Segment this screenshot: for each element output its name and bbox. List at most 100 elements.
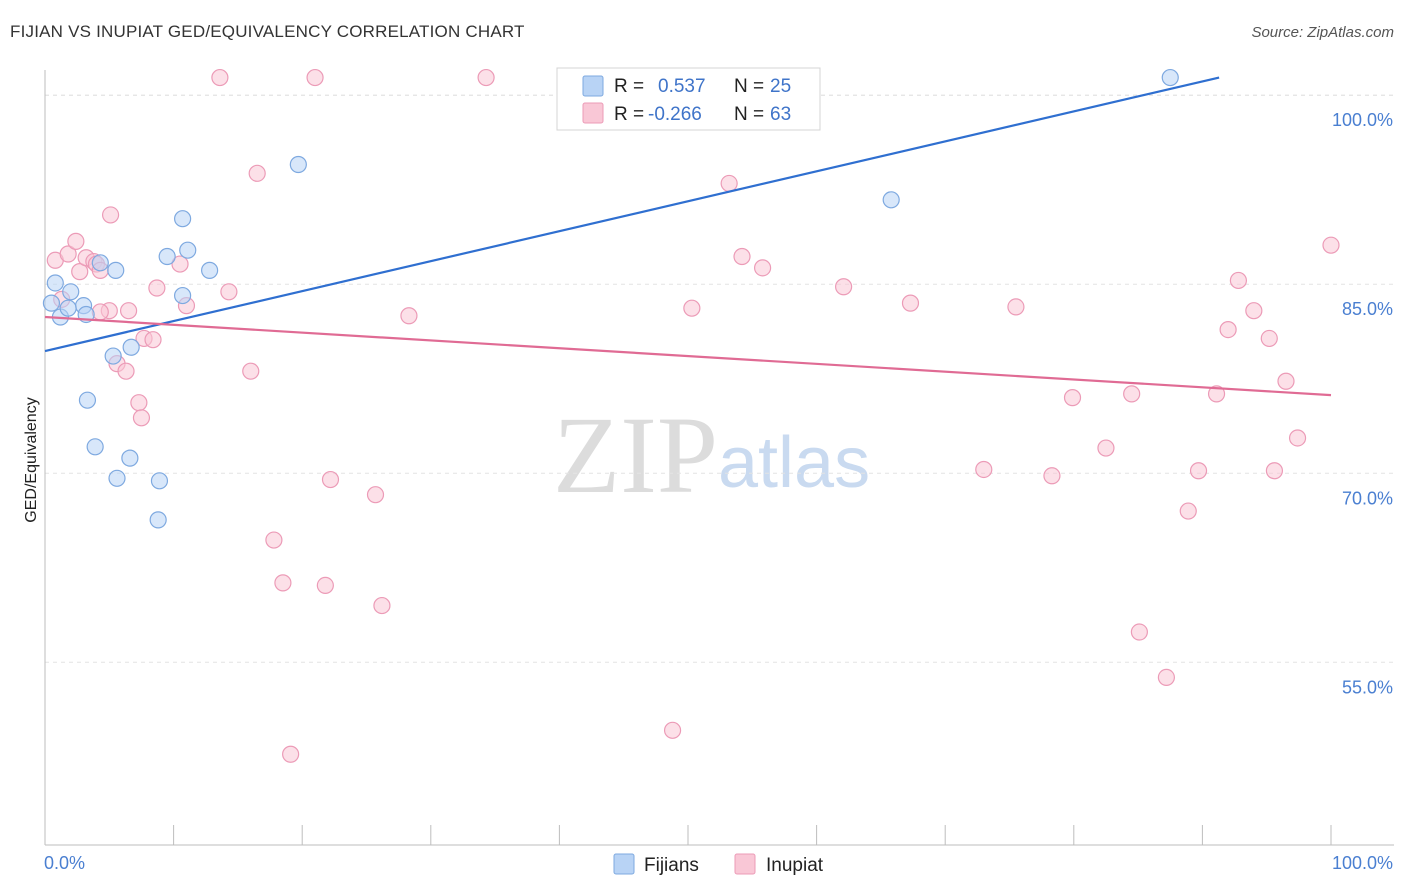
inupiat-point: [306, 68, 324, 87]
fijian-point: [122, 338, 140, 356]
fijian-point: [174, 210, 192, 228]
inupiat-point: [220, 283, 238, 301]
inupiat-point: [144, 331, 162, 349]
inupiat-point: [148, 279, 166, 297]
fijian-point: [104, 347, 122, 365]
inupiat-point: [720, 174, 738, 193]
trend-lines: [44, 76, 1332, 397]
fijian-point: [91, 254, 109, 272]
inupiat-point: [400, 307, 418, 325]
bottom-legend-label-fijians: Fijians: [644, 855, 699, 876]
legend-swatch-fijians: [582, 75, 604, 97]
fijian-point: [149, 511, 167, 529]
bottom-legend: Fijians Inupiat: [613, 853, 824, 876]
legend-r-value-inupiat: -0.266: [648, 104, 702, 125]
y-tick-label: 55.0%: [1342, 677, 1393, 697]
inupiat-point: [1007, 298, 1025, 316]
legend-n-value-inupiat: 63: [770, 104, 791, 125]
fijian-point: [882, 191, 900, 209]
y-axis-label: GED/Equivalency: [23, 397, 40, 522]
inupiat-point: [901, 294, 920, 312]
inupiat-point: [835, 278, 853, 296]
legend-r-value-fijians: 0.537: [658, 76, 706, 97]
inupiat-point: [67, 232, 85, 250]
fijian-point: [86, 438, 104, 456]
fijian-point: [59, 299, 77, 317]
data-points: [42, 68, 1340, 763]
inupiat-point: [1245, 302, 1263, 320]
x-tick-label-max: 100.0%: [1332, 853, 1393, 873]
fijian-point: [1161, 68, 1179, 87]
legend-n-label-inupiat: N =: [734, 104, 764, 125]
watermark-zip: ZIP: [553, 394, 718, 516]
y-tick-label: 85.0%: [1342, 299, 1393, 319]
inupiat-point: [1207, 385, 1226, 403]
fijian-point: [201, 261, 219, 279]
inupiat-point: [91, 303, 109, 321]
inupiat-point: [477, 68, 495, 87]
inupiat-point: [1157, 668, 1175, 686]
inupiat-point: [211, 68, 229, 87]
fijian-point: [174, 286, 192, 305]
inupiat-point: [733, 247, 751, 266]
inupiat-point: [1260, 329, 1278, 348]
inupiat-point: [366, 486, 385, 504]
inupiat-point: [1097, 439, 1115, 457]
inupiat-point: [265, 531, 283, 549]
fijian-point: [121, 449, 139, 467]
axes: [44, 70, 1394, 846]
inupiat-point: [132, 409, 151, 427]
source-label: Source: ZipAtlas.com: [1251, 24, 1394, 41]
legend-box: R = 0.537 N = 25 R = -0.266 N = 63: [556, 67, 821, 131]
inupiat-point: [171, 255, 189, 273]
inupiat-point: [975, 460, 993, 479]
inupiat-point: [274, 574, 292, 592]
inupiat-trend-line: [44, 315, 1332, 397]
y-tick-label: 100.0%: [1332, 110, 1393, 130]
fijian-point: [78, 391, 97, 409]
inupiat-point: [1063, 389, 1082, 407]
x-tick-labels: 0.0% 100.0%: [44, 853, 1393, 873]
inupiat-point: [1265, 462, 1284, 480]
inupiat-point: [1130, 623, 1148, 641]
inupiat-point: [321, 470, 340, 489]
bottom-legend-swatch-inupiat: [734, 853, 756, 875]
fijian-point: [179, 241, 197, 259]
legend-n-label-fijians: N =: [734, 76, 764, 97]
inupiat-point: [1288, 429, 1307, 447]
inupiat-point: [119, 302, 138, 320]
inupiat-point: [1229, 271, 1248, 290]
inupiat-point: [130, 394, 148, 412]
inupiat-point: [1189, 462, 1208, 480]
inupiat-point: [117, 362, 135, 380]
inupiat-point: [282, 745, 300, 763]
fijian-point: [107, 261, 125, 279]
bottom-legend-swatch-fijians: [613, 853, 635, 875]
inupiat-point: [663, 721, 682, 739]
inupiat-point: [248, 164, 266, 182]
watermark-atlas: atlas: [718, 423, 870, 503]
legend-r-label-inupiat: R =: [614, 104, 644, 125]
legend-n-value-fijians: 25: [770, 76, 791, 97]
watermark: ZIP atlas: [553, 394, 870, 516]
legend-swatch-inupiat: [582, 102, 604, 124]
inupiat-point: [242, 362, 260, 380]
inupiat-point: [101, 206, 120, 224]
inupiat-point: [59, 245, 77, 263]
fijians-trend-line: [44, 76, 1220, 353]
bottom-legend-label-inupiat: Inupiat: [766, 855, 824, 876]
inupiat-point: [1179, 502, 1197, 520]
y-tick-labels: 100.0% 85.0% 70.0% 55.0%: [1332, 110, 1393, 697]
fijian-point: [46, 274, 64, 292]
fijian-point: [289, 155, 307, 174]
inupiat-point: [1123, 385, 1141, 403]
legend-r-label-fijians: R =: [614, 76, 644, 97]
inupiat-point: [683, 299, 701, 317]
fijian-point: [42, 294, 61, 312]
inupiat-point: [1322, 236, 1340, 254]
inupiat-point: [1219, 320, 1237, 339]
fijian-point: [158, 247, 176, 266]
fijian-point: [150, 472, 169, 490]
fijian-point: [108, 469, 126, 487]
